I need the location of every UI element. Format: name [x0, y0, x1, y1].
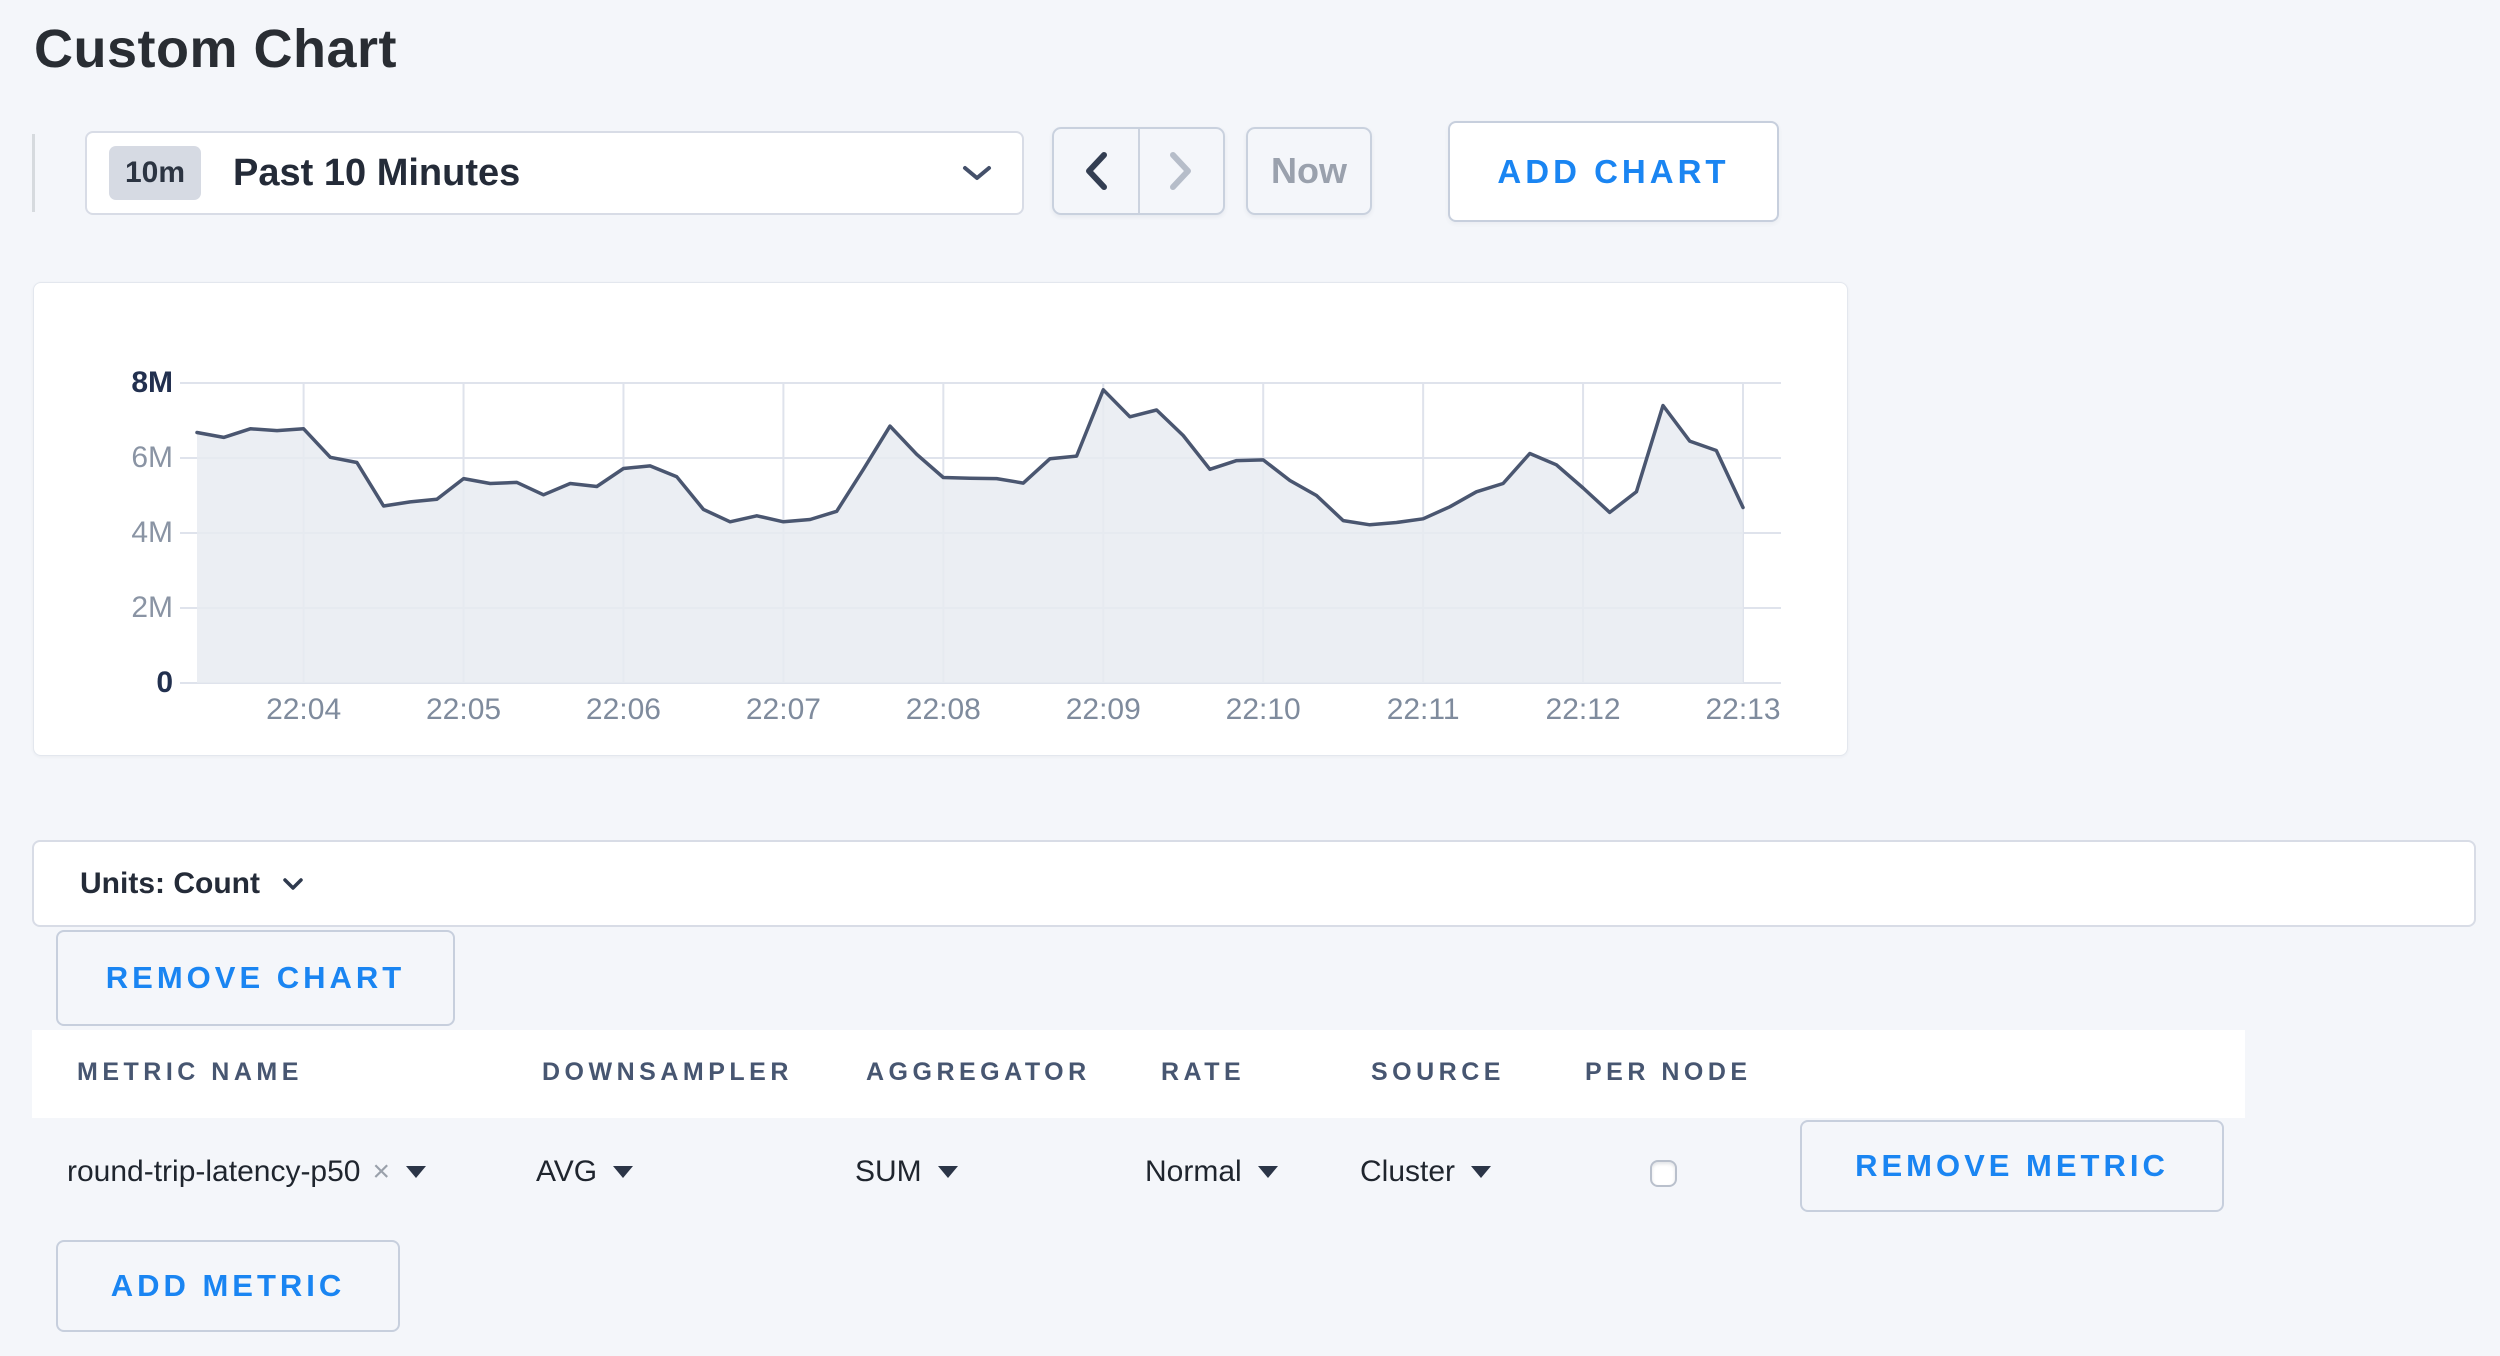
x-axis-tick-label: 22:04 [266, 693, 342, 726]
column-header-aggregator: AGGREGATOR [866, 1058, 1091, 1086]
column-header-metric-name: METRIC NAME [77, 1058, 303, 1086]
downsampler-value: AVG [536, 1155, 598, 1188]
y-axis-tick-label: 4M [131, 516, 173, 549]
y-axis-tick-label: 0 [156, 666, 173, 699]
column-header-source: SOURCE [1371, 1058, 1505, 1086]
close-icon[interactable]: × [372, 1155, 391, 1188]
add-chart-button[interactable]: ADD CHART [1448, 121, 1779, 222]
column-header-rate: RATE [1161, 1058, 1246, 1086]
remove-chart-button[interactable]: REMOVE CHART [56, 930, 455, 1026]
time-range-label: Past 10 Minutes [233, 151, 521, 194]
column-header-per-node: PER NODE [1585, 1058, 1752, 1086]
rate-select[interactable]: Normal [1145, 1150, 1278, 1194]
chevron-left-icon [1084, 151, 1108, 191]
caret-down-icon [1471, 1166, 1492, 1178]
x-axis-tick-label: 22:08 [905, 693, 981, 726]
x-axis-tick-label: 22:07 [745, 693, 821, 726]
chevron-right-icon [1169, 151, 1193, 191]
y-axis-tick-label: 8M [131, 366, 173, 399]
source-value: Cluster [1360, 1155, 1456, 1188]
units-label: Units: Count [80, 866, 260, 900]
now-button[interactable]: Now [1246, 127, 1372, 215]
previous-time-button[interactable] [1054, 129, 1140, 213]
x-axis-tick-label: 22:11 [1386, 693, 1460, 726]
page-title: Custom Chart [34, 19, 398, 79]
per-node-checkbox[interactable] [1650, 1160, 1677, 1187]
add-metric-button[interactable]: ADD METRIC [56, 1240, 400, 1332]
column-header-downsampler: DOWNSAMPLER [542, 1058, 793, 1086]
rate-value: Normal [1145, 1155, 1242, 1188]
time-range-badge: 10m [109, 146, 202, 200]
chart-card: 0 2M 4M 6M 8M 22:04 22:05 22:06 22:07 22:08 22:09 2… [33, 282, 1848, 756]
next-time-button[interactable] [1140, 129, 1224, 213]
y-axis-tick-label: 6M [131, 441, 173, 474]
metric-name-value: round-trip-latency-p50 [67, 1155, 361, 1188]
units-dropdown[interactable]: Units: Count [32, 840, 2476, 927]
x-axis-tick-label: 22:09 [1065, 693, 1141, 726]
caret-down-icon [406, 1166, 427, 1178]
time-range-dropdown[interactable]: 10m Past 10 Minutes [85, 131, 1024, 215]
caret-down-icon [937, 1166, 958, 1178]
x-axis-tick-label: 22:05 [426, 693, 502, 726]
aggregator-select[interactable]: SUM [855, 1150, 958, 1194]
x-axis-tick-label: 22:13 [1705, 693, 1781, 726]
y-axis-tick-label: 2M [131, 591, 173, 624]
downsampler-select[interactable]: AVG [536, 1150, 634, 1194]
x-axis-tick-label: 22:06 [585, 693, 661, 726]
caret-down-icon [613, 1166, 634, 1178]
aggregator-value: SUM [855, 1155, 922, 1188]
x-axis-tick-label: 22:12 [1545, 693, 1621, 726]
chevron-down-icon [282, 877, 304, 891]
caret-down-icon [1257, 1166, 1278, 1178]
chevron-down-icon [962, 164, 992, 182]
time-step-button-group [1052, 127, 1225, 215]
remove-metric-button[interactable]: REMOVE METRIC [1800, 1120, 2224, 1212]
toolbar-left-rule [32, 134, 35, 212]
x-axis-tick-label: 22:10 [1225, 693, 1301, 726]
timeseries-area-chart[interactable] [34, 283, 1849, 757]
source-select[interactable]: Cluster [1360, 1150, 1492, 1194]
metric-name-select[interactable]: round-trip-latency-p50 × [67, 1150, 427, 1194]
metrics-table-header [32, 1030, 2245, 1118]
